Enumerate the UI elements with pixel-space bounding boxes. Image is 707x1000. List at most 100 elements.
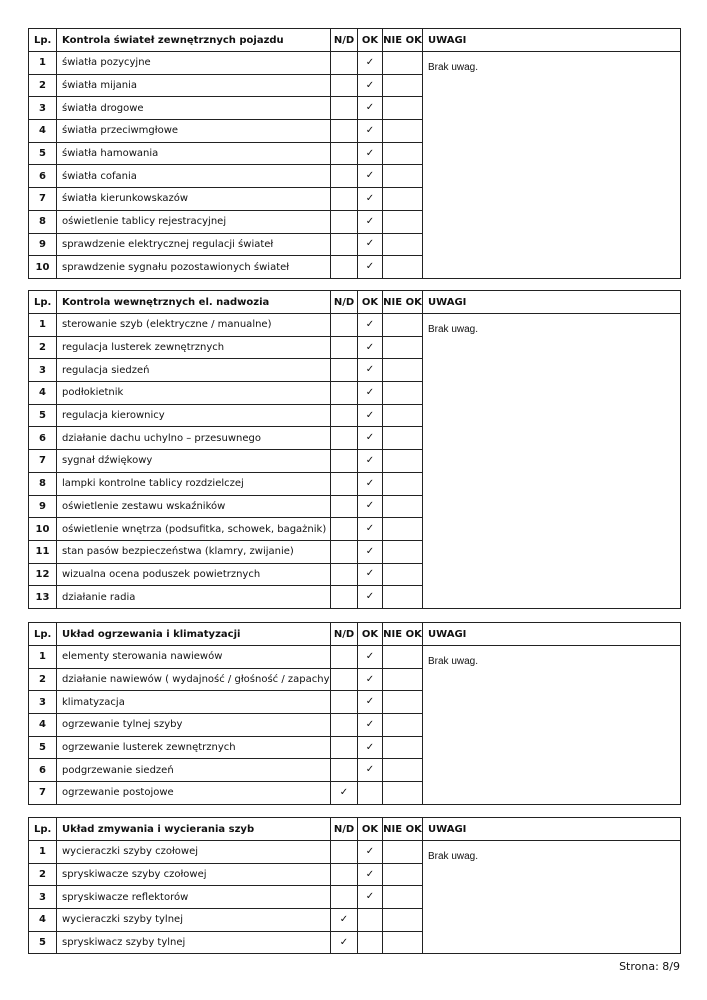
item-label: sprawdzenie sygnału pozostawionych świat…: [56, 255, 331, 279]
item-number: 4: [28, 908, 57, 932]
nd-cell: [330, 209, 358, 234]
table-header: Lp. Kontrola wewnętrznych el. nadwozia N…: [28, 290, 681, 314]
item-label: oświetlenie wnętrza (podsufitka, schowek…: [56, 517, 331, 541]
item-label: działanie radia: [56, 585, 331, 609]
nd-cell: [330, 735, 358, 760]
item-number: 2: [28, 862, 57, 887]
remarks-cell: Brak uwag.: [422, 51, 681, 279]
item-number: 9: [28, 494, 57, 519]
nd-cell: ✓: [330, 781, 358, 805]
item-label: światła kierunkowskazów: [56, 187, 331, 211]
nd-cell: [330, 426, 358, 451]
item-number: 5: [28, 735, 57, 760]
nieok-cell: [382, 930, 423, 955]
header-uwagi: UWAGI: [422, 817, 681, 841]
ok-cell: ✓: [357, 426, 383, 451]
nd-cell: [330, 73, 358, 98]
item-number: 5: [28, 141, 57, 166]
item-number: 3: [28, 690, 57, 715]
item-label: światła cofania: [56, 164, 331, 189]
ok-cell: ✓: [357, 690, 383, 715]
table-row: 1 wycieraczki szyby czołowej ✓ Brak uwag…: [28, 839, 681, 955]
table-row: 9 sprawdzenie elektrycznej regulacji świ…: [28, 232, 681, 257]
nd-cell: [330, 494, 358, 519]
nieok-cell: [382, 119, 423, 143]
item-label: lampki kontrolne tablicy rozdzielczej: [56, 471, 331, 496]
nd-cell: [330, 517, 358, 541]
nd-cell: [330, 51, 358, 75]
item-label: działanie dachu uchylno – przesuwnego: [56, 426, 331, 451]
header-uwagi: UWAGI: [422, 28, 681, 52]
nieok-cell: [382, 585, 423, 609]
table-row: 7 światła kierunkowskazów ✓: [28, 187, 681, 211]
nieok-cell: [382, 449, 423, 473]
table-header: Lp. Układ zmywania i wycierania szyb N/D…: [28, 817, 681, 841]
item-label: spryskiwacze szyby czołowej: [56, 862, 331, 887]
nd-cell: [330, 449, 358, 473]
nd-cell: [330, 885, 358, 910]
nd-cell: [330, 539, 358, 564]
nieok-cell: [382, 426, 423, 451]
item-label: ogrzewanie lusterek zewnętrznych: [56, 735, 331, 760]
item-number: 10: [28, 255, 57, 279]
item-label: światła drogowe: [56, 96, 331, 121]
item-number: 3: [28, 96, 57, 121]
table-row: 8 lampki kontrolne tablicy rozdzielczej …: [28, 471, 681, 496]
header-ok: OK: [357, 28, 383, 52]
nd-cell: [330, 358, 358, 383]
header-nieok: NIE OK: [382, 817, 423, 841]
nd-cell: [330, 840, 358, 864]
item-number: 2: [28, 73, 57, 98]
item-label: sprawdzenie elektrycznej regulacji świat…: [56, 232, 331, 257]
ok-cell: ✓: [357, 758, 383, 783]
item-number: 11: [28, 539, 57, 564]
header-nieok: NIE OK: [382, 290, 423, 314]
item-label: spryskiwacz szyby tylnej: [56, 930, 331, 955]
header-ok: OK: [357, 622, 383, 646]
nieok-cell: [382, 164, 423, 189]
nieok-cell: [382, 51, 423, 75]
item-number: 7: [28, 781, 57, 805]
table-row: 7 sygnał dźwiękowy ✓: [28, 449, 681, 473]
nd-cell: [330, 403, 358, 428]
nieok-cell: [382, 562, 423, 587]
item-label: wycieraczki szyby czołowej: [56, 840, 331, 864]
item-number: 7: [28, 449, 57, 473]
nd-cell: [330, 713, 358, 737]
header-lp: Lp.: [28, 817, 57, 841]
item-number: 3: [28, 358, 57, 383]
ok-cell: ✓: [357, 141, 383, 166]
item-number: 9: [28, 232, 57, 257]
item-label: światła hamowania: [56, 141, 331, 166]
remarks-cell: Brak uwag.: [422, 313, 681, 609]
item-label: regulacja siedzeń: [56, 358, 331, 383]
ok-cell: ✓: [357, 539, 383, 564]
nieok-cell: [382, 667, 423, 692]
item-number: 6: [28, 758, 57, 783]
ok-cell: [357, 908, 383, 932]
item-label: oświetlenie tablicy rejestracyjnej: [56, 209, 331, 234]
nieok-cell: [382, 141, 423, 166]
item-number: 2: [28, 335, 57, 360]
remarks-cell: Brak uwag.: [422, 839, 681, 955]
nd-cell: [330, 667, 358, 692]
ok-cell: ✓: [357, 735, 383, 760]
nieok-cell: [382, 862, 423, 887]
nieok-cell: [382, 517, 423, 541]
item-number: 12: [28, 562, 57, 587]
table-header: Lp. Układ ogrzewania i klimatyzacji N/D …: [28, 622, 681, 646]
header-lp: Lp.: [28, 290, 57, 314]
nd-cell: [330, 862, 358, 887]
nd-cell: [330, 232, 358, 257]
ok-cell: ✓: [357, 335, 383, 360]
item-number: 13: [28, 585, 57, 609]
nd-cell: [330, 690, 358, 715]
item-label: oświetlenie zestawu wskaźników: [56, 494, 331, 519]
item-label: światła mijania: [56, 73, 331, 98]
ok-cell: [357, 781, 383, 805]
table-header: Lp. Kontrola świateł zewnętrznych pojazd…: [28, 28, 681, 52]
table-row: 11 stan pasów bezpieczeństwa (klamry, zw…: [28, 539, 681, 564]
table-row: 2 światła mijania ✓: [28, 73, 681, 98]
nieok-cell: [382, 539, 423, 564]
ok-cell: ✓: [357, 494, 383, 519]
